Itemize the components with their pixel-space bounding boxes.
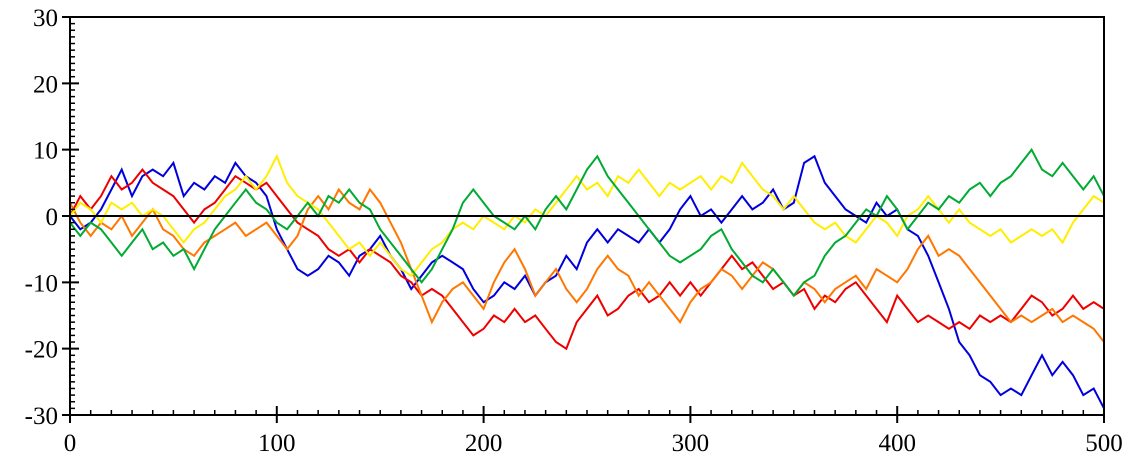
series-line-4	[69, 153, 1105, 278]
series-line-1	[69, 154, 1105, 409]
y-tick-label: -10	[25, 270, 58, 297]
x-tick-label: 200	[465, 430, 503, 457]
y-tick-label: -20	[25, 337, 58, 364]
x-axis: 0 100 200 300 400 500	[64, 406, 1123, 457]
series-line-5	[69, 147, 1105, 298]
x-minor-ticks	[89, 410, 1085, 415]
y-tick-label: 10	[33, 138, 58, 165]
series-line-3	[69, 187, 1105, 343]
y-tick-label: 0	[46, 204, 59, 231]
x-tick-label: 0	[64, 430, 77, 457]
y-tick-label: 20	[33, 71, 58, 98]
y-tick-label: -30	[25, 403, 58, 430]
y-minor-ticks	[70, 22, 75, 410]
y-axis: -30 -20 -10 0 10 20 30	[25, 5, 79, 430]
x-tick-label: 500	[1085, 430, 1123, 457]
x-tick-label: 400	[878, 430, 916, 457]
y-tick-label: 30	[33, 5, 58, 32]
x-tick-label: 300	[672, 430, 710, 457]
series-layer	[69, 147, 1105, 409]
x-tick-label: 100	[258, 430, 296, 457]
